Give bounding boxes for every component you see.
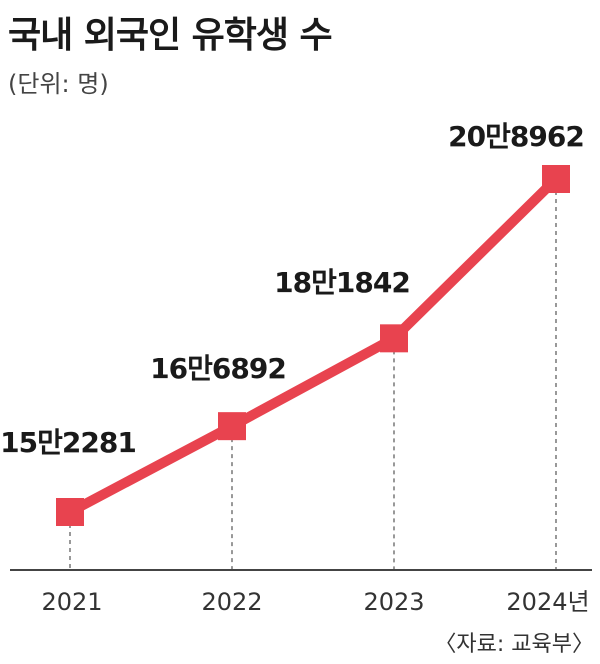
data-point-marker <box>56 498 84 526</box>
data-label: 20만8962 <box>448 120 584 153</box>
data-label: 18만1842 <box>274 266 410 299</box>
series-line <box>65 174 561 517</box>
x-tick-label: 2023 <box>363 588 424 616</box>
unit-label: (단위: 명) <box>8 70 109 98</box>
chart-title: 국내 외국인 유학생 수 <box>8 15 333 56</box>
source-note: 〈자료: 교육부〉 <box>434 632 594 657</box>
data-point-marker <box>380 324 408 353</box>
data-point-marker <box>218 412 246 441</box>
data-label: 15만2281 <box>0 426 136 459</box>
data-point-marker <box>542 165 570 193</box>
x-tick-label: 2021 <box>41 588 102 616</box>
x-tick-label: 2022 <box>201 588 262 616</box>
x-tick-label: 2024년 <box>506 588 589 616</box>
data-label: 16만6892 <box>150 352 286 385</box>
